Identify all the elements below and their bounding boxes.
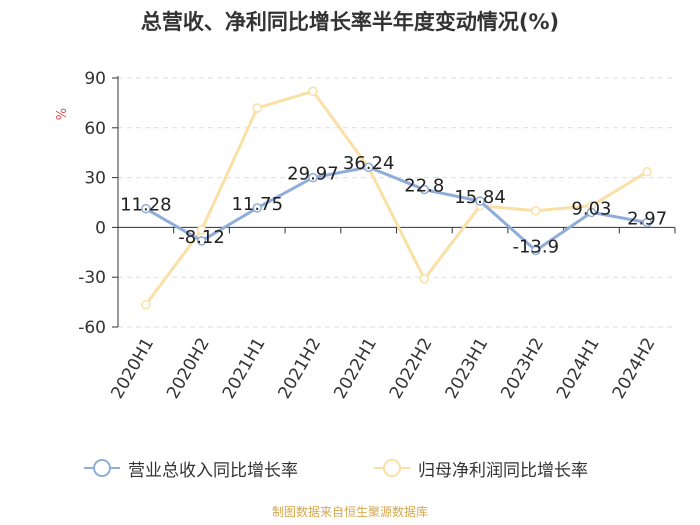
data-point-1 (141, 299, 151, 310)
y-tick-label: 0 (95, 218, 106, 238)
y-tick-label: 30 (84, 169, 106, 189)
data-point-1 (642, 167, 652, 177)
legend-revenue-icon (84, 459, 120, 477)
legend-profit-label: 归母净利润同比增长率 (418, 460, 588, 481)
data-point-0 (475, 196, 485, 206)
y-tick-label: -30 (78, 268, 106, 288)
x-tick-label: 2022H2 (386, 335, 437, 403)
chart-title: 总营收、净利同比增长率半年度变动情况(%) (140, 10, 560, 34)
data-point-1 (531, 206, 541, 216)
x-tick-label: 2024H1 (553, 335, 604, 403)
data-label: -13.9 (512, 236, 559, 257)
x-tick-label: 2020H2 (163, 335, 214, 403)
data-point-0 (363, 162, 374, 172)
series-line-1 (144, 89, 648, 306)
data-label: 9.03 (571, 198, 611, 219)
y-tick-label: 90 (84, 69, 106, 89)
data-point-0 (196, 236, 207, 246)
y-tick-label: 60 (84, 119, 106, 139)
data-point-0 (586, 207, 597, 218)
legend-profit-icon (374, 459, 410, 477)
data-point-0 (531, 245, 541, 256)
data-label: 11.75 (231, 194, 283, 215)
source-note: 制图数据来自恒生聚源数据库 (271, 505, 428, 519)
y-axis-label: % (55, 108, 70, 120)
data-point-0 (308, 172, 318, 183)
data-point-1 (419, 274, 430, 284)
x-tick-label: 2021H2 (275, 335, 326, 403)
data-point-1 (196, 225, 207, 235)
data-label: 15.84 (454, 187, 506, 208)
data-point-0 (419, 184, 430, 195)
data-label: 11.28 (120, 195, 172, 216)
data-point-0 (252, 203, 262, 213)
y-tick-label: -60 (78, 318, 106, 338)
data-point-1 (308, 86, 318, 97)
data-label: -8.12 (178, 227, 225, 248)
data-point-0 (141, 203, 151, 214)
legend-item-revenue[interactable]: 营业总收入同比增长率 (82, 456, 298, 481)
legend-revenue-label: 营业总收入同比增长率 (128, 460, 298, 481)
x-tick-label: 2023H1 (442, 335, 493, 403)
x-tick-label: 2022H1 (330, 335, 381, 403)
data-label: 22.8 (404, 176, 444, 197)
data-point-0 (642, 217, 652, 228)
x-tick-label: 2023H2 (497, 335, 548, 403)
series-line-0 (145, 165, 648, 252)
x-tick-label: 2021H1 (219, 335, 270, 403)
legend-item-profit[interactable]: 归母净利润同比增长率 (372, 456, 588, 481)
x-tick-label: 2024H2 (609, 335, 660, 403)
data-label: 36.24 (343, 153, 395, 174)
x-tick-label: 2020H1 (107, 335, 158, 403)
data-label: 2.97 (627, 208, 667, 229)
data-label: 29.97 (287, 164, 339, 185)
data-point-1 (252, 103, 262, 113)
